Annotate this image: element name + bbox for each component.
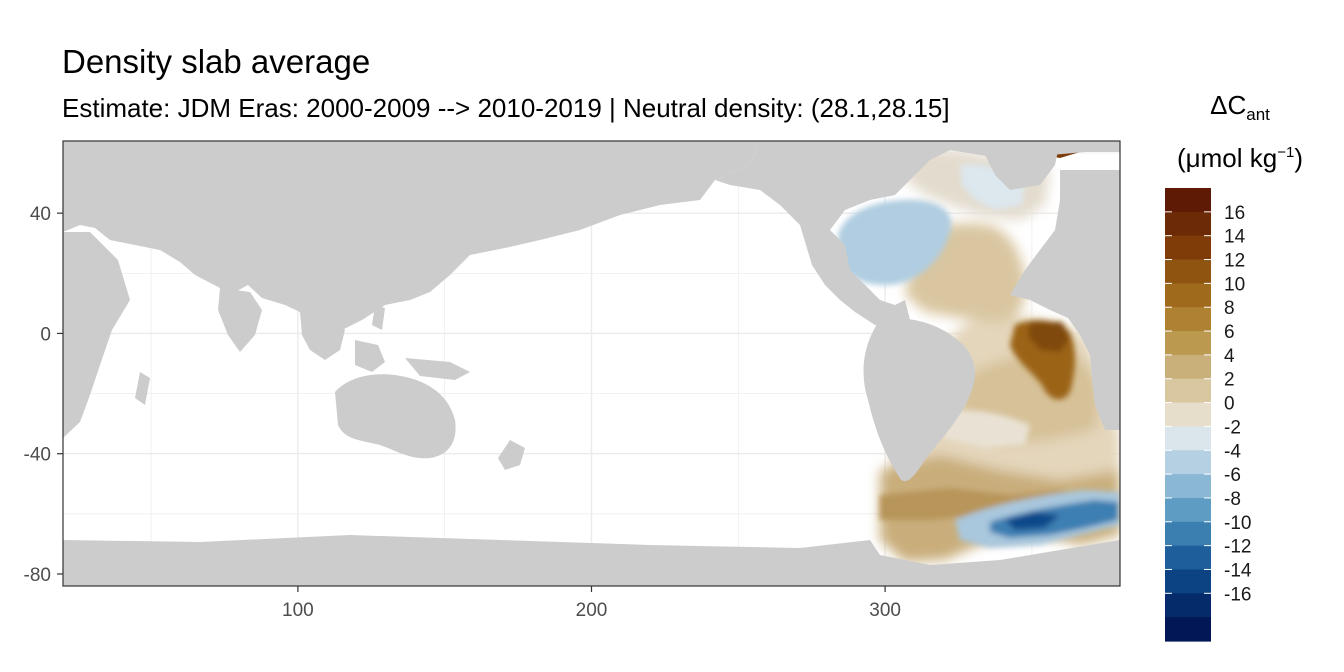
- europe-africa: [1010, 170, 1120, 430]
- color-bar-segment: [1165, 474, 1211, 499]
- antarctica: [63, 535, 1120, 586]
- color-bar-segment: [1165, 331, 1211, 356]
- color-bar-segment: [1165, 354, 1211, 380]
- color-bar-label: -10: [1224, 513, 1251, 534]
- gulf-guinea-core: [1028, 322, 1070, 352]
- color-bar-segment: [1165, 188, 1211, 213]
- borneo: [355, 340, 385, 372]
- indochina: [300, 312, 345, 360]
- x-axis: 100 200 300: [282, 586, 901, 621]
- x-tick-label: 200: [576, 600, 608, 621]
- greenland: [985, 141, 1060, 190]
- color-bar-segment: [1165, 569, 1211, 594]
- color-bar-label: -8: [1224, 489, 1241, 510]
- weddell-core: [1005, 512, 1060, 530]
- x-tick-label: 100: [282, 600, 314, 621]
- color-bar-label: 6: [1224, 322, 1235, 343]
- northwest-atlantic-negative: [838, 199, 952, 286]
- y-tick-label: 0: [40, 324, 51, 345]
- color-bar-label: -16: [1224, 584, 1251, 605]
- color-bar-label: -6: [1224, 465, 1241, 486]
- africa-west-chunk: [63, 232, 130, 438]
- color-bar-segment: [1165, 497, 1211, 523]
- color-bar-segment: [1165, 283, 1211, 308]
- color-bar-label: 4: [1224, 346, 1235, 367]
- color-bar-label: -2: [1224, 417, 1241, 438]
- color-bar-segment: [1165, 545, 1211, 571]
- alaska-canada: [715, 141, 1120, 230]
- color-bar-label: 12: [1224, 251, 1245, 272]
- india: [218, 288, 262, 352]
- legend-unit: (μmol kg−1): [1177, 143, 1303, 173]
- color-bar-segment: [1165, 521, 1211, 547]
- y-tick-label: -40: [24, 445, 51, 466]
- color-bar-label: 14: [1224, 227, 1246, 248]
- color-bar-label: 16: [1224, 203, 1245, 224]
- color-bar-segment: [1165, 402, 1211, 428]
- y-tick-label: -80: [24, 565, 51, 586]
- australia: [335, 374, 456, 459]
- color-bar-segment: [1165, 307, 1211, 332]
- new-guinea: [405, 358, 470, 380]
- x-tick-label: 300: [869, 600, 901, 621]
- color-bar-label: 8: [1224, 298, 1235, 319]
- philippines: [372, 305, 385, 330]
- color-bar-label: -12: [1224, 537, 1251, 558]
- y-tick-label: 40: [30, 204, 51, 225]
- land: [63, 141, 1120, 586]
- page-subtitle: Estimate: JDM Eras: 2000-2009 --> 2010-2…: [62, 93, 950, 123]
- madagascar: [135, 372, 150, 405]
- legend-title: ΔCant: [1210, 90, 1270, 124]
- color-bar-label: 0: [1224, 394, 1235, 415]
- color-bar-segment: [1165, 617, 1211, 642]
- color-bar-segment: [1165, 211, 1211, 237]
- color-bar-segment: [1165, 235, 1211, 261]
- page-title: Density slab average: [62, 43, 371, 80]
- north-america: [800, 225, 910, 330]
- color-bar-segment: [1165, 259, 1211, 284]
- new-zealand: [498, 440, 525, 470]
- color-bar-label: 10: [1224, 274, 1245, 295]
- color-bar-segment: [1165, 378, 1211, 404]
- south-america: [863, 318, 975, 482]
- y-axis: 40 0 -40 -80: [24, 204, 63, 586]
- japan: [400, 255, 415, 295]
- color-bar-segment: [1165, 593, 1211, 618]
- eurasia-west: [63, 141, 760, 330]
- color-bar-segment: [1165, 450, 1211, 475]
- color-bar-label: -14: [1224, 560, 1252, 581]
- color-bar-segment: [1165, 426, 1211, 451]
- color-bar-label: -4: [1224, 441, 1241, 462]
- south-atlantic-light-patch: [935, 410, 1030, 448]
- color-bar-label: 2: [1224, 370, 1235, 391]
